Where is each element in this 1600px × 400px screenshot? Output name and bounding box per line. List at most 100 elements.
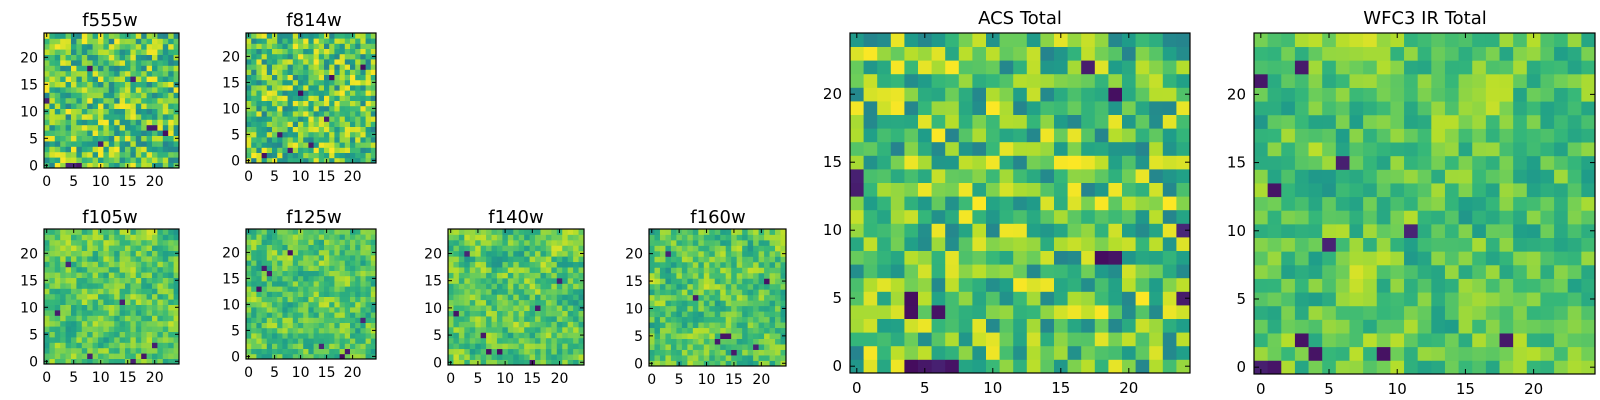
heatmap-cell <box>931 196 946 211</box>
y-tick-label: 0 <box>231 349 240 365</box>
heatmap-cell <box>1294 196 1309 211</box>
heatmap-cell <box>266 48 273 55</box>
heatmap-cell <box>1108 359 1123 374</box>
heatmap-cell <box>71 38 77 45</box>
heatmap-cell <box>709 349 716 356</box>
heatmap-cell <box>168 272 174 278</box>
heatmap-cell <box>863 114 878 129</box>
heatmap-cell <box>1040 155 1055 170</box>
heatmap-cell <box>329 229 335 235</box>
heatmap-cell <box>999 114 1014 129</box>
heatmap-cell <box>1094 46 1109 61</box>
heatmap-cell <box>714 272 721 279</box>
heatmap-cell <box>469 305 476 311</box>
heatmap-cell <box>71 124 77 131</box>
heatmap-cell <box>103 326 110 332</box>
x-tick-label: 20 <box>551 371 569 387</box>
heatmap-cell <box>298 322 304 329</box>
heatmap-cell <box>1176 318 1191 333</box>
heatmap-cell <box>44 337 50 343</box>
heatmap-cell <box>135 38 142 45</box>
heatmap-cell <box>146 266 153 273</box>
heatmap-cell <box>464 234 471 241</box>
heatmap-cell <box>350 333 356 339</box>
heatmap-cell <box>146 65 153 72</box>
heatmap-cell <box>272 270 278 277</box>
heatmap-cell <box>464 299 471 306</box>
heatmap-cell <box>458 321 465 328</box>
heatmap-cell <box>329 234 335 240</box>
heatmap-cell <box>60 342 66 349</box>
heatmap-cell <box>507 332 514 339</box>
heatmap-cell <box>999 332 1014 347</box>
heatmap-cell <box>71 283 77 289</box>
heatmap-cell <box>125 277 131 284</box>
heatmap-cell <box>303 296 309 303</box>
heatmap-cell <box>1349 169 1364 184</box>
heatmap-cell <box>49 304 56 311</box>
heatmap-cell <box>742 300 749 307</box>
heatmap-cell <box>272 343 278 349</box>
heatmap-cell <box>54 250 61 257</box>
heatmap-cell <box>1176 237 1191 251</box>
heatmap-cell <box>49 49 56 55</box>
heatmap-cell <box>251 260 257 266</box>
heatmap-cell <box>545 234 552 241</box>
heatmap-cell <box>303 64 309 70</box>
heatmap-cell <box>904 237 919 251</box>
heatmap-cell <box>1026 291 1041 306</box>
heatmap-cell <box>725 234 732 241</box>
heatmap-cell <box>775 239 781 246</box>
heatmap-cell <box>725 256 732 263</box>
heatmap-cell <box>71 103 77 109</box>
heatmap-cell <box>736 239 743 246</box>
heatmap-cell <box>329 270 335 277</box>
heatmap-cell <box>251 275 257 282</box>
heatmap-cell <box>162 245 169 251</box>
heatmap-cell <box>130 60 137 66</box>
heatmap-cell <box>1026 155 1041 170</box>
heatmap-cell <box>81 65 88 72</box>
heatmap-cell <box>904 291 919 306</box>
heatmap-cell <box>355 338 361 344</box>
heatmap-cell <box>747 327 754 334</box>
heatmap-cell <box>251 100 257 107</box>
heatmap-cell <box>339 244 346 251</box>
heatmap-cell <box>282 85 288 91</box>
heatmap-cell <box>999 237 1014 251</box>
y-tick-label: 10 <box>625 301 643 317</box>
heatmap-cell <box>370 100 377 107</box>
heatmap-cell <box>98 114 104 120</box>
heatmap-cell <box>157 114 164 120</box>
heatmap-cell <box>266 74 273 81</box>
heatmap-cell <box>551 348 558 355</box>
heatmap-cell <box>256 137 262 143</box>
heatmap-cell <box>287 301 294 308</box>
heatmap-cell <box>355 281 361 287</box>
heatmap-cell <box>125 299 131 305</box>
heatmap-cell <box>654 333 661 339</box>
heatmap-cell <box>334 239 340 245</box>
heatmap-cell <box>769 355 776 361</box>
heatmap-cell <box>344 95 351 101</box>
heatmap-cell <box>709 316 716 323</box>
heatmap-cell <box>1122 155 1136 170</box>
heatmap-cell <box>125 92 131 99</box>
heatmap-cell <box>103 97 110 104</box>
heatmap-cell <box>266 270 273 277</box>
heatmap-cell <box>329 265 335 271</box>
heatmap-cell <box>334 353 340 360</box>
heatmap-cell <box>146 119 153 126</box>
heatmap-cell <box>370 142 377 148</box>
heatmap-cell <box>720 261 727 268</box>
heatmap-cell <box>556 239 563 246</box>
heatmap-cell <box>173 315 180 322</box>
heatmap-cell <box>502 239 509 246</box>
heatmap-cell <box>251 312 257 318</box>
heatmap-cell <box>747 234 754 241</box>
heatmap-cell <box>157 310 164 316</box>
heatmap-cell <box>141 326 147 332</box>
heatmap-cell <box>162 266 169 273</box>
heatmap-cell <box>130 277 137 284</box>
heatmap-cell <box>108 266 115 273</box>
